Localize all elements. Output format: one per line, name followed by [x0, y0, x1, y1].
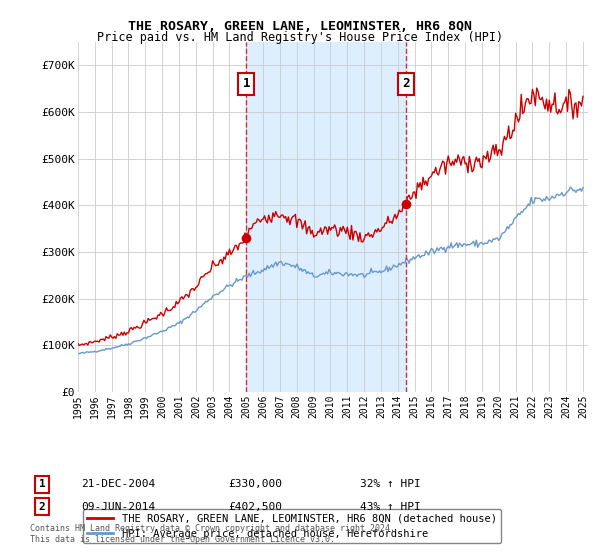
- Bar: [247, 42, 406, 392]
- Text: This data is licensed under the Open Government Licence v3.0.: This data is licensed under the Open Gov…: [30, 535, 335, 544]
- Text: 43% ↑ HPI: 43% ↑ HPI: [360, 502, 421, 512]
- Text: 09-JUN-2014: 09-JUN-2014: [81, 502, 155, 512]
- Text: 2: 2: [403, 77, 410, 91]
- Text: THE ROSARY, GREEN LANE, LEOMINSTER, HR6 8QN: THE ROSARY, GREEN LANE, LEOMINSTER, HR6 …: [128, 20, 472, 32]
- Text: Price paid vs. HM Land Registry's House Price Index (HPI): Price paid vs. HM Land Registry's House …: [97, 31, 503, 44]
- Text: £402,500: £402,500: [228, 502, 282, 512]
- Text: 32% ↑ HPI: 32% ↑ HPI: [360, 479, 421, 489]
- Text: 21-DEC-2004: 21-DEC-2004: [81, 479, 155, 489]
- Text: 2: 2: [38, 502, 46, 512]
- Legend: THE ROSARY, GREEN LANE, LEOMINSTER, HR6 8QN (detached house), HPI: Average price: THE ROSARY, GREEN LANE, LEOMINSTER, HR6 …: [83, 509, 501, 543]
- Text: 1: 1: [242, 77, 250, 91]
- Text: Contains HM Land Registry data © Crown copyright and database right 2024.: Contains HM Land Registry data © Crown c…: [30, 524, 395, 533]
- Text: 1: 1: [38, 479, 46, 489]
- Text: £330,000: £330,000: [228, 479, 282, 489]
